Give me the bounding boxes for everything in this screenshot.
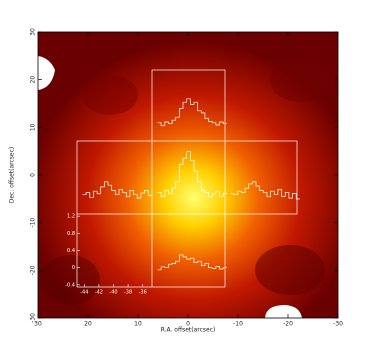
y-tick-label: 30	[30, 28, 37, 36]
y-tick-label: 0	[30, 173, 37, 177]
x-tick-label: 30	[34, 321, 42, 328]
x-axis-title: R.A. offset(arcsec)	[161, 327, 216, 334]
spectrum	[157, 98, 227, 127]
y-tick-label: -20	[30, 265, 37, 275]
spectrum	[157, 254, 227, 271]
y-axis-title: Dec. offset(arcsec)	[9, 147, 16, 204]
inset-y-tick-label: 0.8	[67, 231, 75, 237]
x-tick-label: 20	[84, 321, 92, 328]
x-tick-label: -20	[283, 321, 293, 328]
inset-y-tick-label: 1.2	[67, 214, 75, 220]
spectrum	[230, 181, 300, 200]
x-tick-label: 10	[134, 321, 142, 328]
y-tick-label: -30	[30, 313, 37, 323]
inset-x-tick-label: -42	[95, 290, 103, 296]
spectrum	[82, 181, 152, 199]
inset-y-tick-label: 0.4	[67, 248, 75, 254]
x-tick-label: -30	[333, 321, 343, 328]
x-tick-label: 0	[186, 321, 190, 328]
intensity-map	[38, 32, 338, 318]
inset-x-tick-label: -36	[139, 290, 147, 296]
inset-y-tick-label: -0.4	[65, 282, 75, 288]
x-tick-label: -10	[233, 321, 243, 328]
inset-axes: -44 -42 -40 -38 -36 1.2 0.8 0.4 0 -0.4	[65, 214, 147, 296]
inset-x-tick-label: -44	[80, 290, 88, 296]
inset-x-tick-label: -40	[109, 290, 117, 296]
y-tick-label: 10	[30, 123, 37, 131]
y-tick-label: 20	[30, 76, 37, 84]
spectrum	[157, 151, 227, 198]
inset-y-tick-label: 0	[72, 265, 75, 271]
inset-x-tick-label: -38	[124, 290, 132, 296]
spectra-panels	[76, 69, 298, 288]
y-tick-label: -10	[30, 218, 37, 228]
